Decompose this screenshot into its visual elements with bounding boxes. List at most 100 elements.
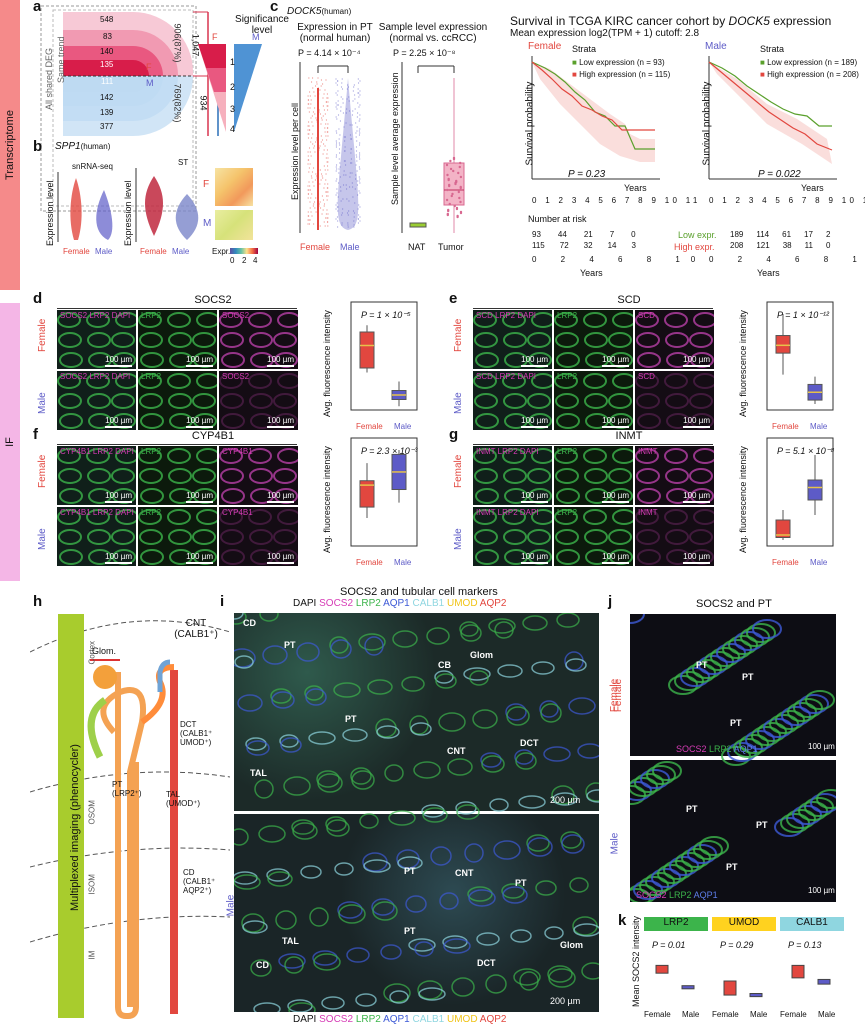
violin-dot bbox=[327, 161, 329, 163]
violin-dot bbox=[356, 116, 358, 118]
panel-j-pt-m3: PT bbox=[726, 862, 738, 872]
violin-dot bbox=[308, 147, 311, 149]
tubule-ring bbox=[308, 731, 336, 745]
tubule-ring bbox=[296, 642, 320, 662]
pt-tubule-ring bbox=[805, 690, 835, 710]
if-image-label: SCD LRP2 DAPI bbox=[476, 372, 537, 381]
violin-dot bbox=[312, 133, 314, 135]
if-image-tile: SCD 100 µm bbox=[635, 310, 714, 369]
violin-dot bbox=[322, 105, 324, 107]
survival-title: Survival in TCGA KIRC cancer cohort by D… bbox=[510, 14, 832, 28]
tubule-ring bbox=[267, 871, 293, 887]
if-x-female: Female bbox=[772, 422, 799, 431]
violin-dot bbox=[336, 216, 339, 218]
if-male-label: Male bbox=[453, 392, 464, 414]
violin-dot bbox=[355, 146, 358, 148]
violin-dot bbox=[327, 127, 329, 129]
violin-dot bbox=[344, 140, 346, 142]
if-scale-bar: 100 µm bbox=[521, 416, 548, 428]
violin-dot bbox=[327, 157, 329, 159]
if-scale-bar: 100 µm bbox=[602, 552, 629, 564]
violin-dot bbox=[336, 202, 338, 204]
violin-dot bbox=[310, 155, 312, 157]
if-panel-letter: e bbox=[449, 290, 458, 307]
if-scale-bar: 100 µm bbox=[105, 355, 132, 367]
survival-female-years: Years bbox=[624, 183, 647, 193]
violin-dot bbox=[307, 193, 309, 195]
violin-dot bbox=[358, 130, 360, 132]
panel-c-box-plot bbox=[401, 62, 465, 233]
violin-dot bbox=[335, 208, 337, 210]
nephron-cnt: CNT (CALB1⁺) bbox=[174, 618, 218, 640]
risk-female-high: 115 72 32 14 3 bbox=[532, 241, 636, 250]
tubule-ring bbox=[401, 676, 425, 692]
panel-i-label-male: CD bbox=[256, 960, 269, 970]
if-gene-title: INMT bbox=[615, 430, 643, 442]
violin-dot bbox=[352, 110, 354, 112]
tubule-ring bbox=[435, 673, 457, 689]
violin-dot bbox=[324, 225, 326, 227]
panel-j-scale-m: 100 µm bbox=[808, 886, 835, 895]
transcriptome-label: Transcriptome bbox=[4, 110, 17, 180]
violin-dot bbox=[358, 120, 360, 122]
violin-dot bbox=[315, 211, 317, 213]
violin-dot bbox=[346, 88, 348, 90]
violin-dot bbox=[347, 226, 349, 228]
panel-a-num-6: 142 bbox=[100, 93, 114, 102]
tubule-ring bbox=[460, 624, 482, 642]
violin-dot bbox=[342, 184, 345, 186]
violin-dot bbox=[326, 139, 328, 141]
violin-dot bbox=[325, 217, 327, 219]
panel-i-title: SOCS2 and tubular cell markers bbox=[340, 586, 498, 598]
if-p-value: P = 2.3 × 10⁻³ bbox=[361, 446, 418, 456]
tubule-ring bbox=[438, 712, 466, 732]
tubule-ring bbox=[304, 685, 324, 701]
violin-dot bbox=[354, 108, 356, 110]
violin-dot bbox=[352, 90, 354, 92]
if-scale-bar: 100 µm bbox=[602, 491, 629, 503]
violin-dot bbox=[354, 178, 357, 180]
violin-dot bbox=[308, 223, 311, 225]
violin-dot bbox=[341, 82, 343, 84]
violin-dot bbox=[326, 191, 328, 193]
survival-female-xticks: 0 1 2 3 4 5 6 7 8 9 10 11 bbox=[532, 196, 701, 205]
violin-dot bbox=[356, 184, 359, 186]
tubule-ring bbox=[568, 697, 596, 715]
tubule-ring bbox=[502, 886, 528, 904]
violin-dot bbox=[327, 169, 329, 171]
if-label: IF bbox=[4, 437, 16, 447]
violin-dot bbox=[345, 188, 348, 190]
if-image-tile: INMT LRP2 DAPI 100 µm bbox=[473, 507, 552, 566]
if-scale-bar: 100 µm bbox=[267, 552, 294, 564]
violin-dot bbox=[348, 110, 351, 112]
violin-dot bbox=[340, 86, 343, 88]
violin-dot bbox=[323, 165, 325, 167]
violin-dot bbox=[359, 118, 361, 120]
violin-dot bbox=[325, 179, 327, 181]
violin-dot bbox=[342, 102, 344, 104]
if-scale-bar: 100 µm bbox=[105, 491, 132, 503]
risk-male-low: 189 114 61 17 2 bbox=[730, 230, 831, 239]
tubule-ring bbox=[434, 670, 454, 684]
violin-dot bbox=[338, 168, 340, 170]
violin-dot bbox=[358, 96, 360, 98]
violin-dot bbox=[351, 162, 353, 164]
violin-dot bbox=[307, 99, 309, 101]
violin-dot bbox=[327, 101, 329, 103]
if-image-tile: LRP2 100 µm bbox=[138, 371, 217, 430]
if-box bbox=[359, 480, 375, 508]
violin-dot bbox=[349, 176, 351, 178]
violin-dot bbox=[319, 183, 321, 185]
violin-dot bbox=[336, 104, 338, 106]
violin-dot bbox=[357, 222, 360, 224]
if-ylabel: Avg. fluorescence intensity bbox=[738, 310, 748, 417]
tubule-ring bbox=[270, 688, 292, 704]
tubule-ring bbox=[443, 938, 471, 954]
panel-b-st-title: ST bbox=[178, 158, 189, 167]
if-x-female: Female bbox=[772, 558, 799, 567]
violin-dot bbox=[315, 141, 317, 143]
panel-k-x-female: Female bbox=[780, 1010, 807, 1019]
violin-dot bbox=[307, 155, 309, 157]
tubule-ring bbox=[497, 664, 523, 678]
violin-dot bbox=[327, 123, 329, 125]
